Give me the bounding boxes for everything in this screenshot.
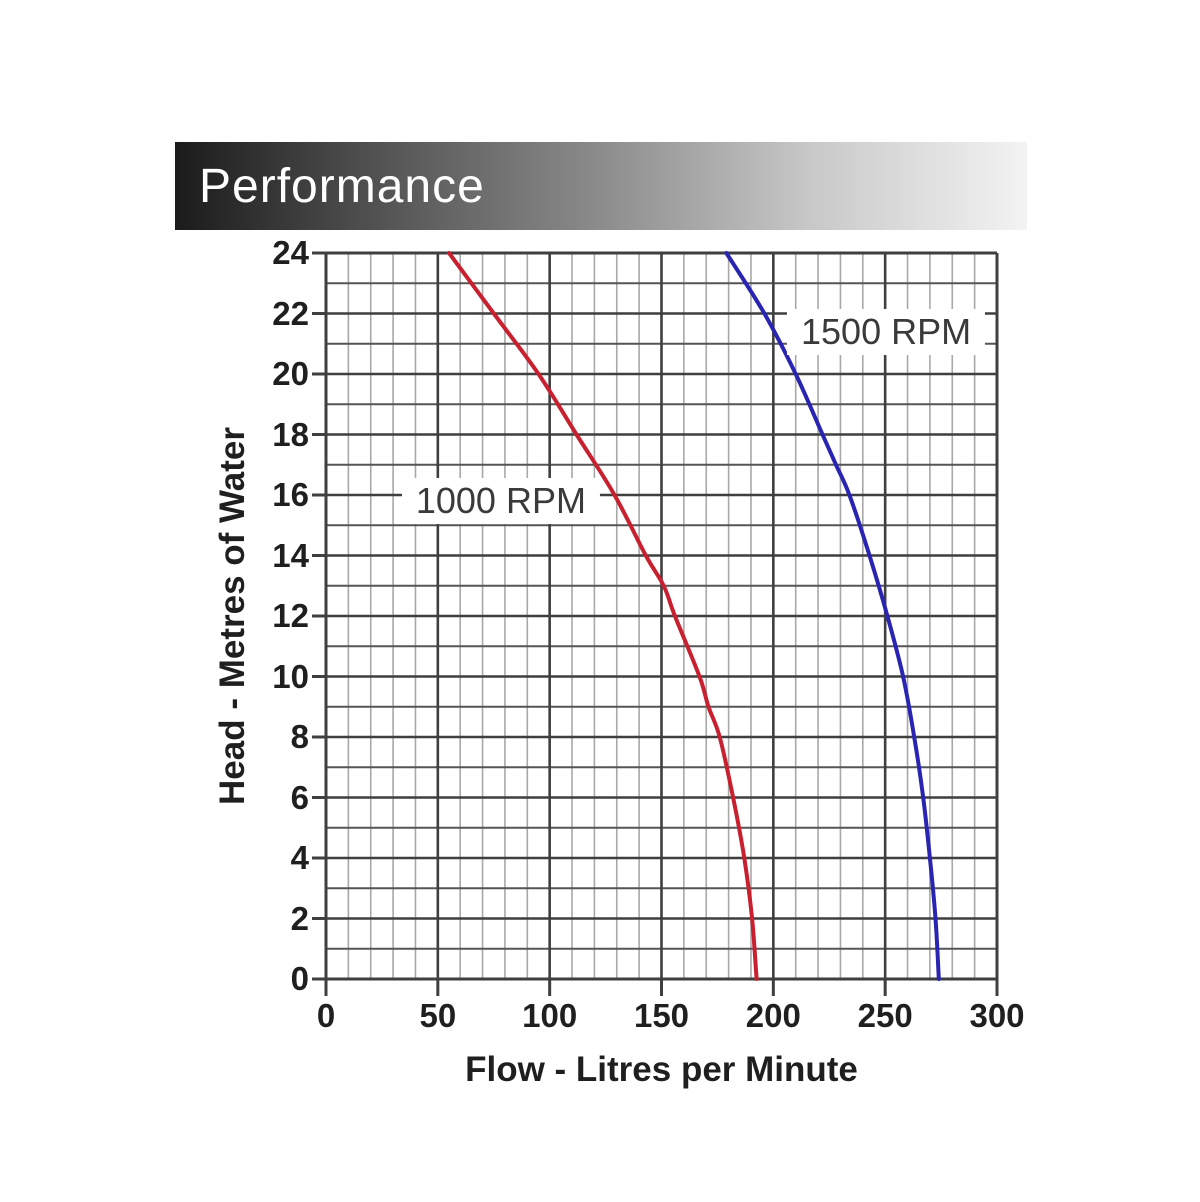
series-label-1500-rpm: 1500 RPM	[787, 308, 986, 355]
banner-title: Performance	[199, 159, 485, 213]
y-tick-label: 22	[272, 294, 309, 332]
y-tick-label: 0	[290, 960, 309, 997]
x-tick-label: 100	[522, 997, 578, 1034]
y-axis-title: Head - Metres of Water	[213, 427, 252, 805]
performance-banner: Performance	[175, 142, 1027, 230]
y-tick-label: 8	[290, 718, 309, 755]
series-curve-1500-rpm	[724, 251, 941, 981]
y-tick-label: 4	[290, 839, 309, 876]
y-tick-label: 16	[272, 476, 309, 513]
y-tick-label: 20	[272, 355, 309, 392]
x-axis-title: Flow - Litres per Minute	[465, 1050, 858, 1089]
y-tick-label: 6	[290, 778, 309, 816]
series-label-1000-rpm: 1000 RPM	[401, 478, 600, 525]
y-tick-label: 2	[290, 899, 309, 937]
x-tick-label: 200	[745, 997, 801, 1034]
x-tick-label: 300	[969, 997, 1025, 1034]
y-tick-label: 10	[272, 657, 309, 695]
series-curve-1000-rpm	[447, 251, 759, 981]
y-tick-label: 12	[272, 597, 309, 634]
x-tick-label: 150	[633, 997, 690, 1034]
x-tick-label: 0	[316, 997, 336, 1034]
x-tick-label: 250	[857, 997, 913, 1034]
y-tick-label: 14	[272, 536, 309, 574]
y-tick-label: 24	[272, 234, 309, 271]
y-tick-label: 18	[272, 415, 309, 453]
x-tick-label: 50	[419, 997, 457, 1034]
